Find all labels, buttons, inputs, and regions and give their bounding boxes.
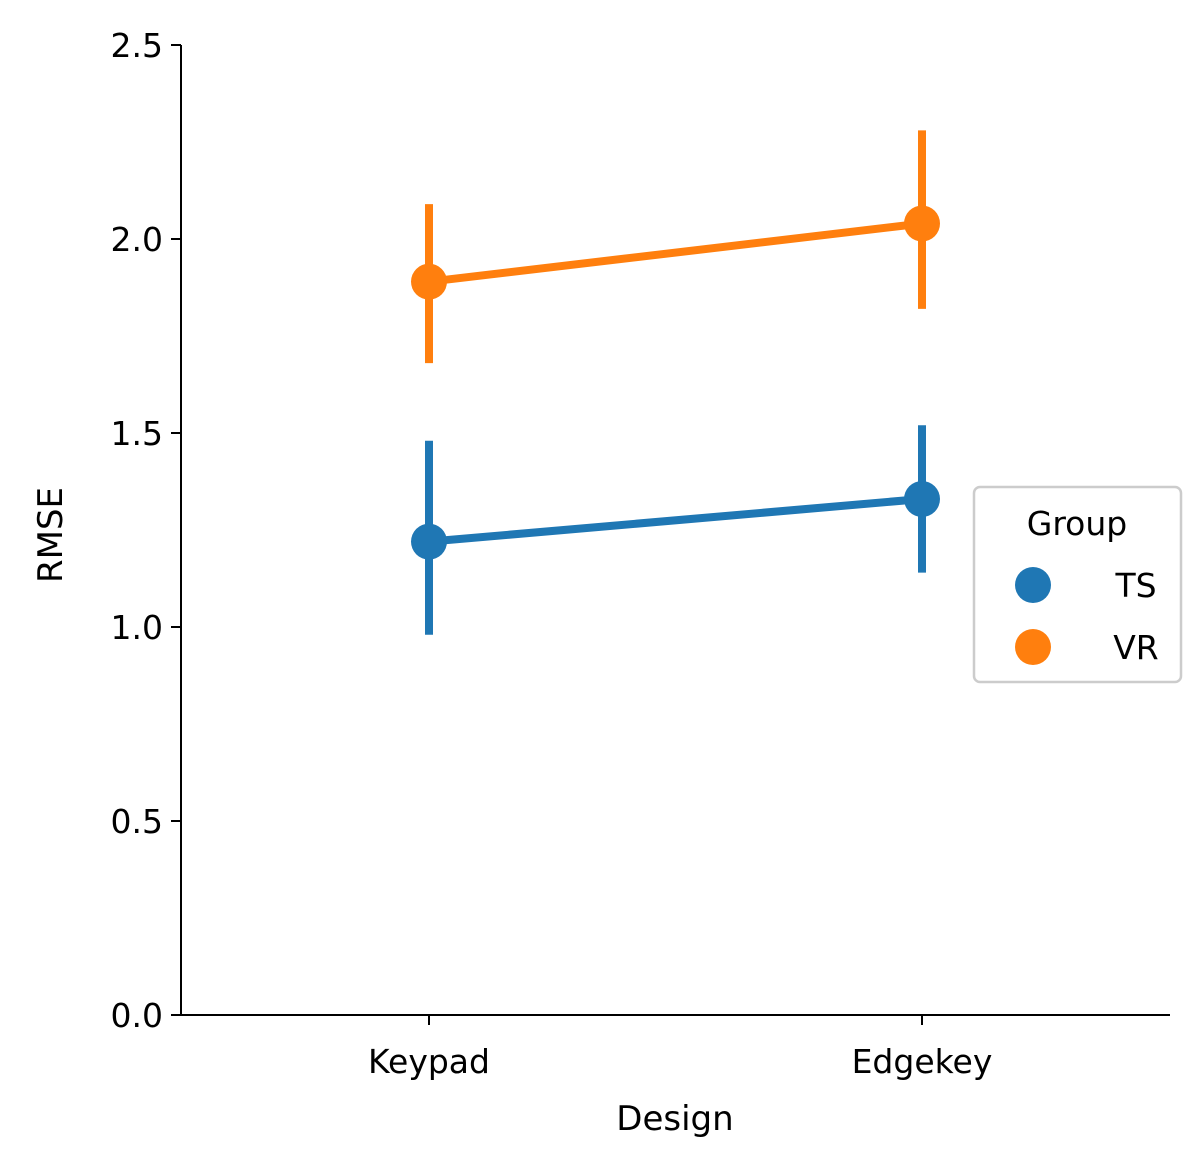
data-point — [904, 480, 940, 517]
x-tick-label: Keypad — [368, 1042, 490, 1081]
data-point — [411, 523, 447, 560]
data-point — [904, 205, 940, 242]
legend-label: TS — [1114, 566, 1156, 605]
series-line — [428, 219, 923, 286]
y-tick-label: 1.0 — [111, 608, 163, 647]
y-tick-label: 2.0 — [111, 220, 163, 259]
axes — [180, 45, 1170, 1016]
series-vr — [411, 130, 940, 364]
x-ticks: Keypad Edgekey — [368, 1015, 992, 1081]
x-tick-label: Edgekey — [852, 1042, 993, 1081]
plot-area — [411, 130, 940, 635]
y-tick-label: 2.5 — [111, 26, 163, 65]
data-point — [411, 263, 447, 300]
legend: Group TS VR — [972, 485, 1183, 684]
x-axis-label: Design — [616, 1099, 733, 1139]
legend-marker — [1015, 567, 1051, 603]
y-tick-label: 1.5 — [111, 414, 163, 453]
y-ticks: 0.0 0.5 1.0 1.5 2.0 2.5 — [111, 26, 181, 1035]
legend-title: Group — [1027, 504, 1127, 543]
series-ts — [411, 425, 940, 635]
legend-label: VR — [1113, 628, 1159, 667]
series-line — [428, 494, 923, 546]
y-tick-label: 0.0 — [111, 996, 163, 1035]
y-tick-label: 0.5 — [111, 802, 163, 841]
y-axis-label: RMSE — [31, 487, 71, 583]
legend-marker — [1015, 629, 1051, 665]
